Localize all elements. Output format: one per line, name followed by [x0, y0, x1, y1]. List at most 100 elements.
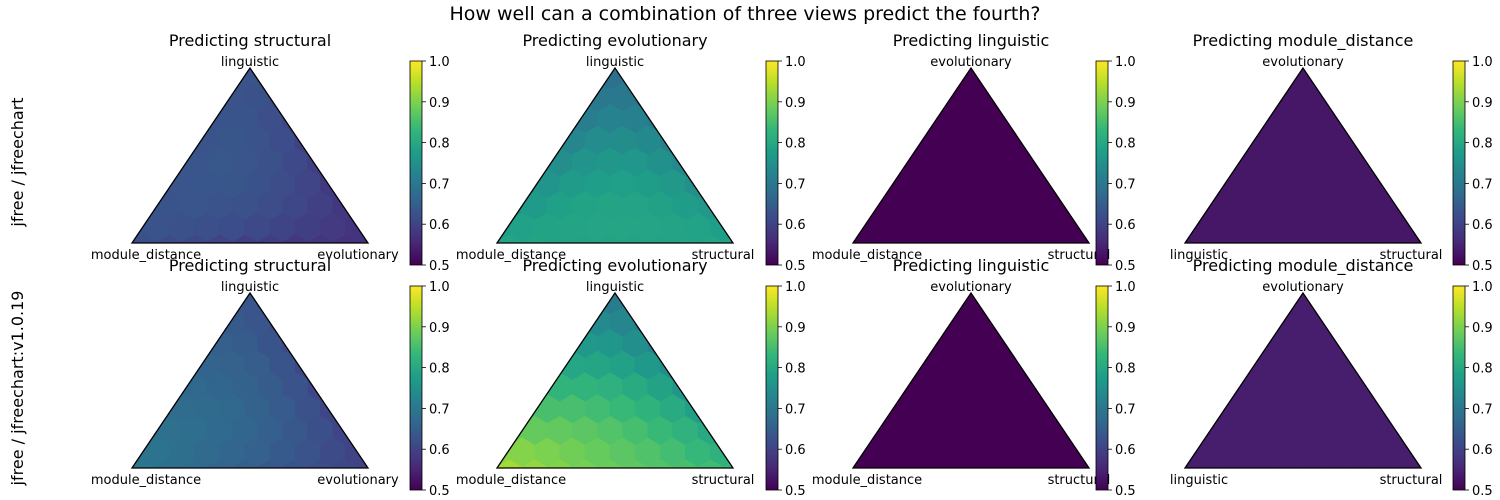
hex-cell [853, 68, 879, 91]
hex-cell [1410, 68, 1421, 91]
hex-cell [132, 415, 133, 446]
hex-cell [1147, 39, 1172, 68]
hex-cell [1185, 147, 1211, 178]
hex-cell [1185, 68, 1186, 91]
hex-cell [345, 293, 368, 294]
hex-cell [1197, 307, 1223, 337]
hex-cell [877, 293, 904, 316]
hex-cell [1373, 350, 1399, 381]
colorbar-tick-label: 0.6 [785, 218, 806, 233]
hex-cell [194, 82, 221, 112]
colorbar: 0.5 0.6 0.7 0.8 0.9 1.0 [1452, 55, 1493, 274]
hex-cell [332, 293, 359, 316]
hex-cell [459, 213, 484, 242]
hex-cell [94, 308, 119, 337]
colorbar-tick-label: 1.0 [429, 55, 450, 70]
colorbar-tick-label: 0.7 [785, 177, 806, 192]
hex-cell [357, 103, 368, 134]
hex-cell [371, 395, 396, 424]
corner-label-right: structural [1048, 248, 1111, 263]
row-label-1: jfree / jfreechart [8, 97, 27, 227]
hex-cell [371, 126, 396, 155]
hex-cell [722, 293, 733, 316]
colorbar: 0.5 0.6 0.7 0.8 0.9 1.0 [1452, 280, 1493, 499]
ternary-panel-5: Predicting structural linguistic module_di… [91, 256, 450, 500]
hex-cell [320, 82, 346, 112]
hex-cell [1410, 459, 1421, 468]
hex-cell [144, 82, 170, 112]
hex-cell [1147, 438, 1172, 467]
colorbar-tick-label: 0.5 [1472, 259, 1493, 274]
hex-cell [865, 68, 892, 69]
hex-cell [181, 103, 208, 134]
hex-cell [1066, 350, 1089, 381]
hex-cell [245, 482, 270, 500]
colorbar: 0.5 0.6 0.7 0.8 0.9 1.0 [765, 280, 806, 499]
hex-cell [1234, 328, 1261, 359]
hex-cell [722, 328, 733, 359]
corner-label-left: module_distance [812, 473, 922, 488]
hex-cell [132, 350, 145, 381]
hex-cell [1147, 126, 1172, 155]
hex-cell [853, 415, 854, 446]
hex-cell [1147, 351, 1172, 380]
corner-label-left: linguistic [1170, 473, 1228, 488]
hex-cell [1185, 372, 1211, 403]
hex-cell [1078, 459, 1089, 468]
hex-cell [1053, 328, 1080, 359]
hex-cell [1298, 482, 1323, 500]
hex-cell [1347, 82, 1374, 112]
hex-cell [1028, 68, 1055, 91]
colorbar: 0.5 0.6 0.7 0.8 0.9 1.0 [409, 55, 450, 274]
hex-cell [320, 125, 346, 156]
colorbar: 0.5 0.6 0.7 0.8 0.9 1.0 [1095, 280, 1136, 499]
hex-cell [1028, 328, 1055, 359]
hex-cell [497, 372, 498, 403]
hex-cell [647, 293, 674, 316]
colorbar-tick-label: 0.7 [429, 402, 450, 417]
hex-cell [1066, 169, 1089, 199]
hex-cell [282, 293, 309, 316]
hex-cell [94, 39, 119, 68]
hex-cell [497, 307, 510, 337]
hex-cell [1398, 82, 1421, 112]
hex-cell [722, 372, 733, 403]
hex-cell [345, 125, 368, 156]
hex-cell [521, 328, 548, 359]
hex-cell [144, 293, 170, 294]
colorbar-tick-label: 0.7 [1115, 402, 1136, 417]
hex-cell [181, 328, 208, 359]
hex-cell [459, 83, 484, 112]
hex-cell [853, 350, 866, 381]
hex-cell [345, 68, 368, 69]
hex-cell [497, 125, 510, 156]
hex-cell [332, 147, 359, 178]
hex-cell [1053, 147, 1080, 178]
hex-cell [853, 169, 866, 199]
hex-cell [853, 82, 866, 112]
corner-label-right: structural [692, 473, 755, 488]
hex-cell [534, 350, 561, 381]
hex-cell [1066, 125, 1089, 156]
hex-cell [94, 264, 119, 293]
colorbar-tick-label: 0.9 [429, 321, 450, 336]
triangle-outline [851, 291, 1091, 469]
hex-cell [1066, 82, 1089, 112]
colorbar-tick-label: 0.6 [1472, 218, 1493, 233]
corner-label-top: linguistic [586, 55, 644, 70]
hex-cell [1410, 328, 1421, 359]
hex-cell [521, 293, 548, 316]
hex-cell [815, 39, 840, 68]
hex-cell [132, 147, 158, 178]
colorbar-tick-label: 0.9 [429, 96, 450, 111]
hex-cell [534, 125, 561, 156]
panels: Predicting structural linguistic module_di… [91, 31, 1493, 500]
hex-cell [853, 190, 854, 221]
hex-cell [853, 147, 879, 178]
hex-cell [1197, 350, 1223, 381]
hex-cell [1234, 68, 1261, 91]
hex-cell [710, 68, 733, 69]
hex-cell [509, 82, 536, 112]
colorbar-bar [765, 60, 779, 266]
hex-cell [722, 103, 733, 134]
